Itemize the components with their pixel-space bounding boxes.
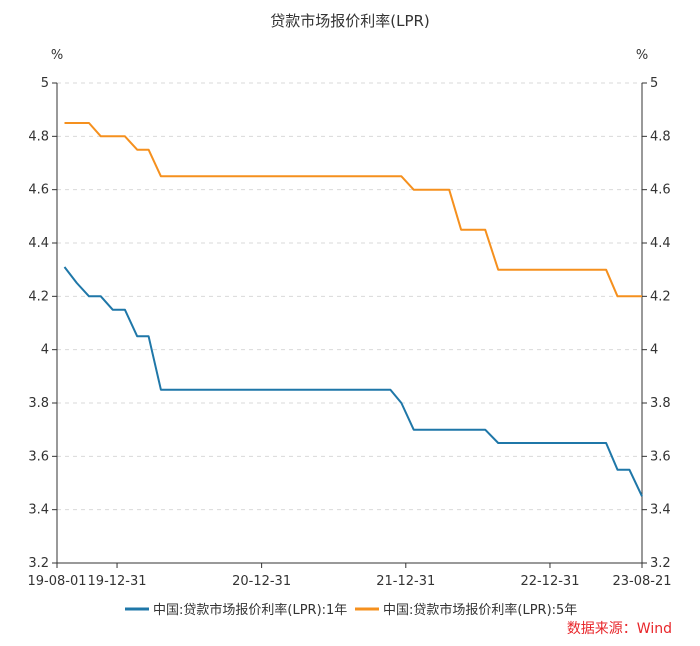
right-tick-label-4.4: 4.4 [650,236,671,251]
right-tick-label-3.2: 3.2 [650,556,671,571]
data-source: 数据来源：Wind [567,621,672,637]
left-tick-label-3.4: 3.4 [28,503,49,518]
left-tick-label-3.2: 3.2 [28,556,49,571]
right-tick-label-4.6: 4.6 [650,183,671,198]
left-tick-label-4.6: 4.6 [28,183,49,198]
left-tick-label-4: 4 [41,343,49,358]
legend-label-1y: 中国:贷款市场报价利率(LPR):1年 [153,602,347,618]
x-tick-label-23-08-21: 23-08-21 [612,574,671,589]
left-tick-label-3.8: 3.8 [28,396,49,411]
series-line-1y [63,266,643,497]
x-tick-label-19-12-31: 19-12-31 [88,574,147,589]
x-tick-label-20-12-31: 20-12-31 [232,574,291,589]
series-line-5y [64,122,642,298]
axes [56,83,643,564]
left-tick-label-5: 5 [41,76,49,91]
right-tick-label-4.8: 4.8 [650,129,671,144]
left-tick-label-3.6: 3.6 [28,449,49,464]
right-tick-label-5: 5 [650,76,658,91]
series-lines [63,122,643,497]
x-ticks: 19-08-01 19-12-31 20-12-31 21-12-31 22-12-31… [27,563,672,589]
chart-title: 贷款市场报价利率(LPR) [270,12,430,30]
left-tick-label-4.8: 4.8 [28,129,49,144]
legend-label-5y: 中国:贷款市场报价利率(LPR):5年 [383,602,577,618]
x-tick-label-21-12-31: 21-12-31 [376,574,435,589]
left-axis-unit: % [51,48,63,63]
x-tick-label-19-08-01: 19-08-01 [27,574,86,589]
left-tick-label-4.2: 4.2 [28,289,49,304]
right-tick-label-3.8: 3.8 [650,396,671,411]
left-y-ticks: 3.2 3.4 3.6 3.8 4 4.2 4.4 4.6 4.8 5 [28,76,57,571]
right-y-ticks: 3.2 3.4 3.6 3.8 4 4.2 4.4 4.6 4.8 5 [642,76,671,571]
gridlines [57,82,642,511]
right-tick-label-4.2: 4.2 [650,289,671,304]
right-axis-unit: % [636,48,648,63]
x-tick-label-22-12-31: 22-12-31 [520,574,579,589]
legend: 中国:贷款市场报价利率(LPR):1年 中国:贷款市场报价利率(LPR):5年 [125,602,577,618]
right-tick-label-3.4: 3.4 [650,503,671,518]
left-tick-label-4.4: 4.4 [28,236,49,251]
right-tick-label-4: 4 [650,343,658,358]
right-tick-label-3.6: 3.6 [650,449,671,464]
